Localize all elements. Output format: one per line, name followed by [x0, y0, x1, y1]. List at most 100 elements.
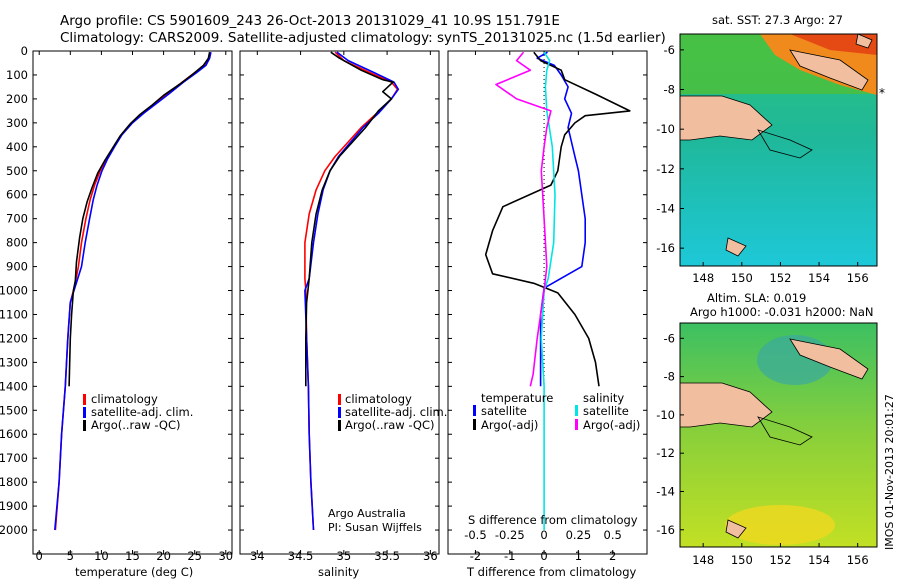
header-line-2: Climatology: CARS2009. Satellite-adjuste… — [60, 30, 666, 46]
legend-label-sal-argo: Argo(-adj) — [583, 418, 640, 432]
x-tick-label: 36 — [423, 549, 438, 563]
sst-papua-land — [680, 95, 773, 141]
x-tick-label: 34.5 — [288, 549, 314, 563]
y-tick-label: 1100 — [0, 307, 28, 321]
legend-label-climatology: climatology — [345, 392, 412, 406]
legend-swatch-satellite — [83, 407, 86, 418]
sla-map-frame — [679, 322, 878, 548]
difference-legend: temperature satellite Argo(-adj) salinit… — [473, 391, 640, 432]
x-tick-label: 0 — [540, 549, 547, 563]
y-tick-label: 1800 — [0, 475, 28, 489]
credit-argo-australia: Argo Australia — [328, 507, 406, 520]
map-x-tick-label: 154 — [808, 553, 830, 567]
legend-title-temperature: temperature — [481, 391, 553, 405]
map-y-tick-label: -10 — [656, 408, 675, 422]
x-tick-label: -2 — [470, 549, 481, 563]
temperature-chart: 0100200300400500600700800900100011001200… — [0, 44, 233, 563]
x2-tick-label: -0.5 — [464, 528, 486, 542]
salinity-difference-label: S difference from climatology — [468, 513, 638, 527]
map-y-tick-label: -8 — [664, 83, 675, 97]
sst-map-title: sat. SST: 27.3 Argo: 27 — [712, 13, 843, 27]
x-tick-label: 2 — [609, 549, 616, 563]
map-y-tick-label: -14 — [656, 201, 675, 215]
sst-map-frame — [679, 33, 878, 267]
x-tick-label: 0 — [36, 549, 43, 563]
y-tick-label: 1200 — [0, 331, 28, 345]
legend-label-climatology: climatology — [91, 392, 158, 406]
map-x-tick-label: 148 — [692, 553, 714, 567]
x2-tick-label: 0.5 — [604, 528, 622, 542]
legend-label-argo: Argo(..raw -QC) — [345, 418, 435, 432]
x2-tick-label: 0 — [540, 528, 547, 542]
x-tick-label: 1 — [575, 549, 582, 563]
legend-swatch-satellite — [338, 407, 341, 418]
sst-map-axes: 148 150 152 154 156 -6 -8 -10 -12 -14 -16 — [656, 43, 868, 285]
difference-panel-frame — [447, 50, 648, 555]
legend-swatch-climatology — [83, 394, 86, 405]
map-y-tick-label: -12 — [656, 446, 675, 460]
y-tick-label: 500 — [6, 164, 28, 178]
y-tick-label: 100 — [6, 68, 28, 82]
salinity-legend: climatology satellite-adj. clim. Argo(..… — [338, 392, 447, 432]
y-tick-label: 1000 — [0, 284, 28, 298]
y-tick-label: 600 — [6, 188, 28, 202]
series-line — [304, 51, 400, 531]
legend-label-satellite: satellite-adj. clim. — [345, 405, 447, 419]
legend-label-argo: Argo(..raw -QC) — [91, 418, 181, 432]
sla-map: Altim. SLA: 0.019 Argo h1000: -0.031 h20… — [679, 291, 878, 548]
series-line — [54, 52, 212, 531]
sla-map-subtitle: Argo h1000: -0.031 h2000: NaN — [690, 305, 874, 319]
legend-swatch-climatology — [338, 394, 341, 405]
temperature-xlabel: temperature (deg C) — [75, 565, 193, 579]
sst-hottest-region — [790, 34, 877, 55]
sst-profile-marker: * — [879, 86, 885, 100]
y-tick-label: 200 — [6, 92, 28, 106]
map-x-tick-label: 152 — [769, 271, 791, 285]
sst-islands-outline — [757, 129, 813, 159]
y-tick-label: 1500 — [0, 403, 28, 417]
x-tick-label: 34 — [250, 549, 265, 563]
legend-swatch-temp-argo — [473, 419, 476, 430]
legend-swatch-sal-argo — [575, 419, 578, 430]
y-tick-label: 700 — [6, 212, 28, 226]
salinity-xlabel: salinity — [318, 565, 359, 579]
x-tick-label: 35 — [337, 549, 352, 563]
series-line — [484, 51, 631, 387]
x-tick-label: 10 — [94, 549, 109, 563]
map-y-tick-label: -14 — [656, 484, 675, 498]
map-x-tick-label: 154 — [808, 271, 830, 285]
map-x-tick-label: 150 — [731, 271, 753, 285]
legend-title-salinity: salinity — [583, 391, 624, 405]
sst-map: sat. SST: 27.3 Argo: 27 * — [679, 13, 885, 267]
y-tick-label: 1900 — [0, 499, 28, 513]
sla-new-britain-land — [789, 338, 869, 380]
legend-label-temp-satellite: satellite — [481, 404, 527, 418]
series-line — [540, 51, 556, 530]
sla-islands-outline — [757, 416, 813, 446]
y-tick-label: 0 — [21, 44, 28, 58]
map-x-tick-label: 148 — [692, 271, 714, 285]
legend-swatch-temp-satellite — [473, 405, 476, 416]
temperature-legend: climatology satellite-adj. clim. Argo(..… — [83, 392, 193, 432]
sst-new-britain-land — [789, 49, 869, 91]
x-tick-label: 15 — [125, 549, 140, 563]
legend-swatch-argo — [338, 420, 341, 431]
x2-tick-label: 0.25 — [566, 528, 592, 542]
map-x-tick-label: 156 — [847, 271, 869, 285]
series-line — [68, 52, 211, 387]
temperature-difference-label: T difference from climatology — [466, 565, 637, 579]
y-tick-label: 800 — [6, 236, 28, 250]
sla-map-title: Altim. SLA: 0.019 — [707, 291, 806, 305]
legend-label-satellite: satellite-adj. clim. — [91, 405, 193, 419]
y-tick-label: 1400 — [0, 379, 28, 393]
legend-swatch-sal-satellite — [575, 405, 578, 416]
header-line-1: Argo profile: CS 5901609_243 26-Oct-2013… — [60, 13, 560, 29]
map-x-tick-label: 150 — [731, 553, 753, 567]
x2-tick-label: -0.25 — [495, 528, 525, 542]
sla-high-region — [725, 505, 835, 545]
legend-label-temp-argo: Argo(-adj) — [481, 418, 538, 432]
map-y-tick-label: -6 — [664, 43, 675, 57]
sst-reef-island — [725, 237, 747, 257]
x-tick-label: -1 — [504, 549, 515, 563]
